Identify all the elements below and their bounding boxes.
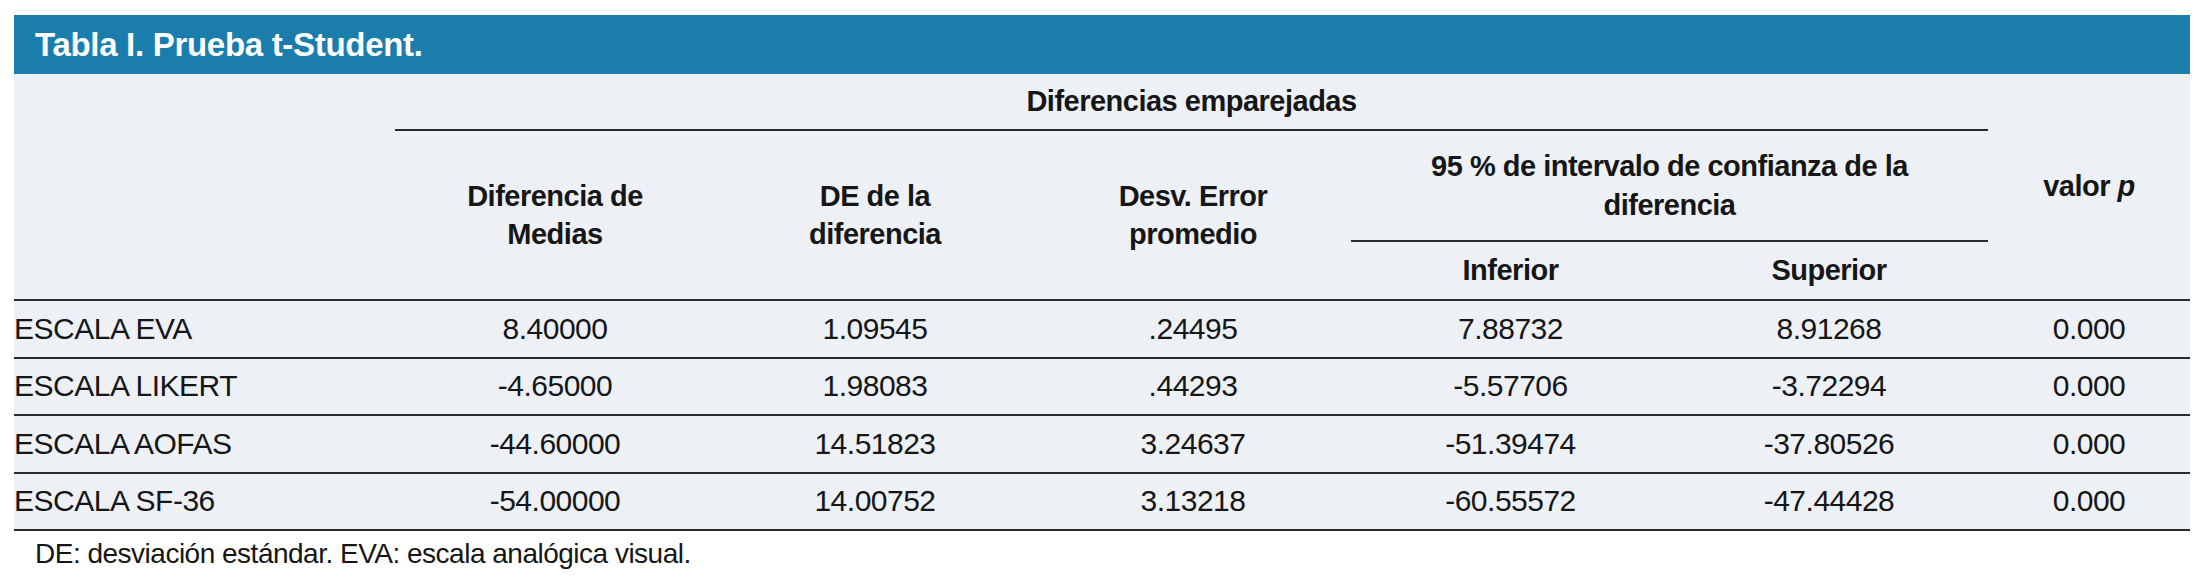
table-title: Tabla I. Prueba t-Student. (35, 26, 423, 64)
header-mean-difference: Diferencia de Medias (395, 130, 715, 300)
header-row-group: Diferencias emparejadas valor p (14, 74, 2190, 130)
header-ci-lower: Inferior (1351, 241, 1670, 300)
cell-mean-diff: 8.40000 (395, 300, 715, 358)
header-p-value: valor p (1988, 74, 2190, 300)
table-row-escala-eva: ESCALA EVA 8.40000 1.09545 .24495 7.8873… (14, 300, 2190, 358)
cell-se: 3.24637 (1035, 415, 1351, 473)
cell-sd: 14.00752 (715, 473, 1035, 531)
cell-ci-lower: 7.88732 (1351, 300, 1670, 358)
header-ci-upper: Superior (1670, 241, 1988, 300)
page: Tabla I. Prueba t-Student. Diferencias e… (0, 0, 2207, 579)
cell-sd: 1.98083 (715, 358, 1035, 416)
header-paired-differences: Diferencias emparejadas (395, 74, 1988, 130)
table-row-escala-likert: ESCALA LIKERT -4.65000 1.98083 .44293 -5… (14, 358, 2190, 416)
cell-p-value: 0.000 (1988, 358, 2190, 416)
cell-sd: 1.09545 (715, 300, 1035, 358)
header-std-error: Desv. Error promedio (1035, 130, 1351, 300)
cell-se: .24495 (1035, 300, 1351, 358)
cell-ci-lower: -60.55572 (1351, 473, 1670, 531)
cell-p-value: 0.000 (1988, 415, 2190, 473)
table-header: Diferencias emparejadas valor p Diferenc… (14, 74, 2190, 300)
table-row-escala-aofas: ESCALA AOFAS -44.60000 14.51823 3.24637 … (14, 415, 2190, 473)
cell-ci-upper: -37.80526 (1670, 415, 1988, 473)
row-label: ESCALA AOFAS (14, 415, 395, 473)
t-student-table: Diferencias emparejadas valor p Diferenc… (14, 74, 2190, 531)
cell-ci-lower: -5.57706 (1351, 358, 1670, 416)
cell-sd: 14.51823 (715, 415, 1035, 473)
table-footnote: DE: desviación estándar. EVA: escala ana… (35, 538, 691, 570)
p-value-label-prefix: valor (2043, 170, 2117, 202)
row-label: ESCALA SF-36 (14, 473, 395, 531)
cell-ci-upper: 8.91268 (1670, 300, 1988, 358)
p-value-symbol: p (2118, 170, 2135, 202)
cell-ci-upper: -3.72294 (1670, 358, 1988, 416)
cell-ci-lower: -51.39474 (1351, 415, 1670, 473)
cell-mean-diff: -4.65000 (395, 358, 715, 416)
cell-mean-diff: -44.60000 (395, 415, 715, 473)
header-sd-difference: DE de la diferencia (715, 130, 1035, 300)
table-body: ESCALA EVA 8.40000 1.09545 .24495 7.8873… (14, 300, 2190, 530)
cell-se: .44293 (1035, 358, 1351, 416)
cell-p-value: 0.000 (1988, 300, 2190, 358)
cell-ci-upper: -47.44428 (1670, 473, 1988, 531)
empty-corner-cell (14, 74, 395, 300)
cell-p-value: 0.000 (1988, 473, 2190, 531)
header-confidence-interval-group: 95 % de intervalo de confianza de la dif… (1351, 130, 1988, 241)
cell-mean-diff: -54.00000 (395, 473, 715, 531)
row-label: ESCALA LIKERT (14, 358, 395, 416)
table-title-bar: Tabla I. Prueba t-Student. (14, 15, 2190, 74)
row-label: ESCALA EVA (14, 300, 395, 358)
cell-se: 3.13218 (1035, 473, 1351, 531)
table-row-escala-sf36: ESCALA SF-36 -54.00000 14.00752 3.13218 … (14, 473, 2190, 531)
